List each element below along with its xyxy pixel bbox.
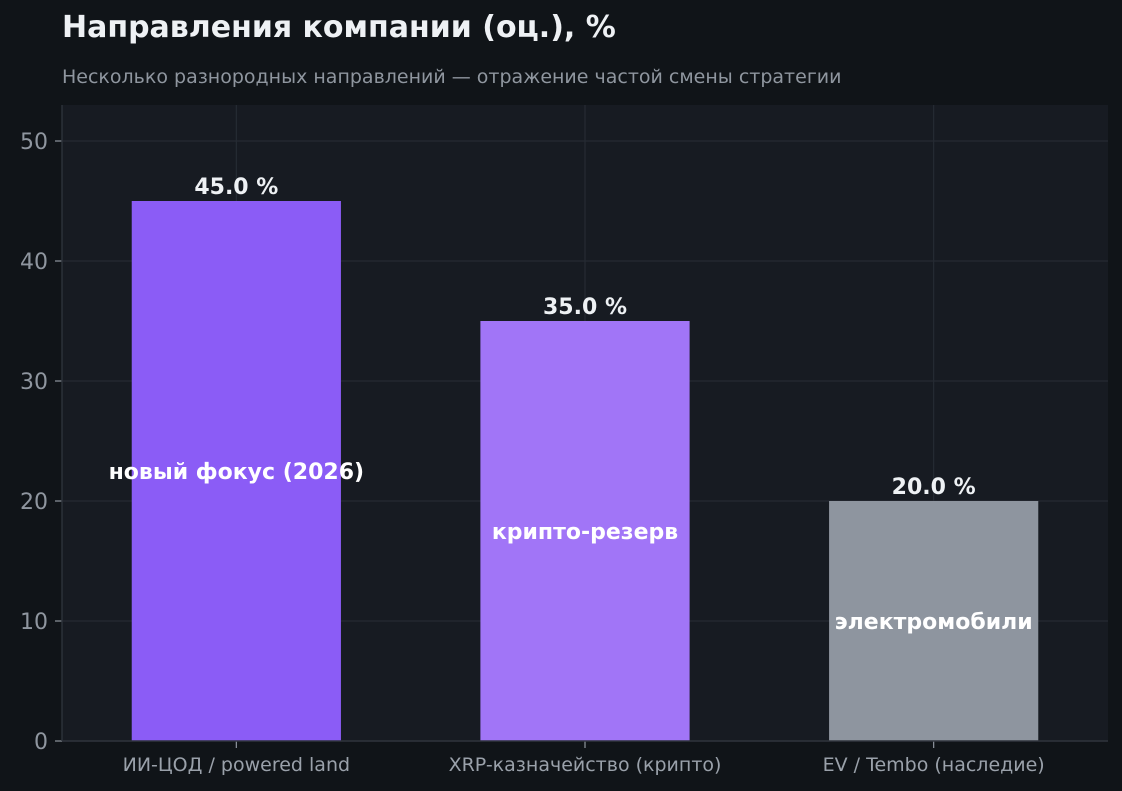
y-tick-label: 0: [34, 730, 48, 755]
bar: [829, 501, 1039, 741]
bar-annotation: новый фокус (2026): [109, 460, 364, 485]
x-tick-label: EV / Tembo (наследие): [823, 754, 1045, 776]
y-tick-label: 50: [20, 130, 48, 155]
bar: [480, 321, 690, 741]
bar-annotation: электромобили: [835, 610, 1033, 635]
bar-value-label: 20.0 %: [892, 475, 976, 500]
bar-value-label: 35.0 %: [543, 295, 627, 320]
axes-group: [55, 105, 1108, 748]
chart-title: Направления компании (оц.), %: [62, 10, 616, 45]
x-tick-label: XRP-казначейство (крипто): [449, 754, 722, 776]
chart-subtitle: Несколько разнородных направлений — отра…: [62, 66, 842, 88]
y-tick-label: 10: [20, 610, 48, 635]
y-tick-label: 40: [20, 250, 48, 275]
x-tick-label: ИИ-ЦОД / powered land: [123, 754, 350, 776]
y-tick-label: 20: [20, 490, 48, 515]
bar-annotation: крипто-резерв: [492, 520, 678, 545]
bar-value-label: 45.0 %: [194, 175, 278, 200]
labels-group: 0 10 20 30 40 50 45.0 % новый фокус (2026) ИИ-ЦО…: [20, 130, 1045, 776]
bars-group: [131, 201, 1039, 741]
bar: [131, 201, 341, 741]
y-tick-label: 30: [20, 370, 48, 395]
